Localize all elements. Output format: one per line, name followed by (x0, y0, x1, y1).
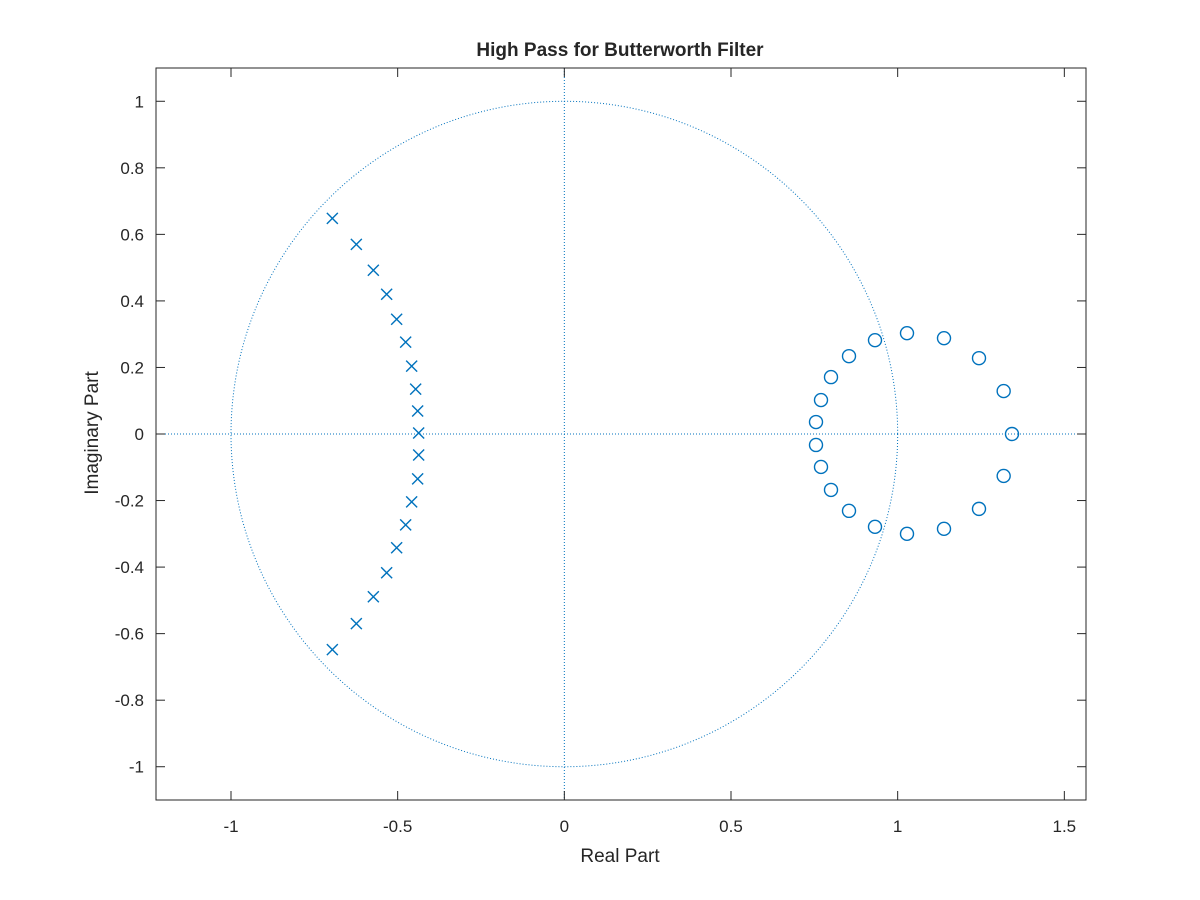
chart-title: High Pass for Butterworth Filter (476, 40, 764, 61)
zero-marker (813, 459, 829, 475)
pole-marker (399, 518, 412, 531)
zero-marker (1004, 426, 1020, 442)
pole-marker (326, 643, 339, 656)
pole-marker (405, 360, 418, 373)
y-tick-label: 1 (135, 92, 144, 111)
zero-marker (899, 526, 915, 542)
zero-marker (823, 482, 839, 498)
y-tick-label: -0.8 (115, 691, 144, 710)
y-tick-label: -0.2 (115, 492, 144, 511)
x-tick-label: 1.5 (1053, 817, 1077, 836)
pole-marker (411, 405, 424, 418)
pole-marker (367, 590, 380, 603)
zero-marker (867, 332, 883, 348)
pole-marker (350, 238, 363, 251)
y-axis-label: Imaginary Part (82, 371, 103, 495)
pole-marker (380, 288, 393, 301)
pole-marker (412, 448, 425, 461)
pole-marker (412, 427, 425, 439)
pole-marker (326, 212, 339, 225)
x-tick-label: 0 (560, 817, 569, 836)
zero-marker (971, 501, 987, 517)
pole-marker (367, 264, 380, 277)
zero-marker (996, 468, 1011, 484)
y-tick-label: 0.6 (120, 225, 144, 244)
y-tick-label: 0.8 (120, 159, 144, 178)
y-tick-label: -0.6 (115, 625, 144, 644)
zero-marker (808, 414, 824, 430)
pole-marker (350, 617, 363, 630)
y-tick-label: 0.4 (120, 292, 144, 311)
zero-marker (867, 519, 883, 535)
zero-marker (899, 325, 915, 341)
y-tick-label: 0 (135, 425, 144, 444)
pole-marker (411, 472, 424, 485)
x-tick-label: 1 (893, 817, 902, 836)
pole-marker (409, 383, 422, 396)
zero-marker (808, 437, 824, 453)
zero-marker (823, 369, 839, 385)
zero-marker (813, 392, 829, 408)
plot-markers (326, 212, 1020, 656)
x-tick-label: -1 (223, 817, 238, 836)
y-tick-label: 0.2 (120, 358, 144, 377)
tick-labels: -1 -0.5 0 0.5 1 1.5 -1 -0.8 -0.6 -0.4 -0.2 0 0.2 0.4 0… (115, 92, 1076, 836)
x-tick-label: 0.5 (719, 817, 743, 836)
y-tick-label: -1 (129, 758, 144, 777)
reference-lines (156, 68, 1086, 800)
zero-marker (996, 383, 1011, 399)
zero-marker (971, 350, 987, 366)
pole-marker (399, 336, 412, 349)
x-tick-label: -0.5 (383, 817, 412, 836)
pole-marker (405, 495, 418, 508)
pole-marker (390, 313, 403, 326)
pole-marker (380, 566, 393, 579)
zero-marker (936, 330, 952, 346)
zero-marker (936, 521, 952, 537)
y-tick-label: -0.4 (115, 558, 144, 577)
x-axis-label: Real Part (580, 846, 660, 867)
zero-marker (841, 503, 857, 519)
axes-box (155, 67, 1087, 801)
pole-marker (390, 541, 403, 554)
zero-marker (841, 348, 857, 364)
